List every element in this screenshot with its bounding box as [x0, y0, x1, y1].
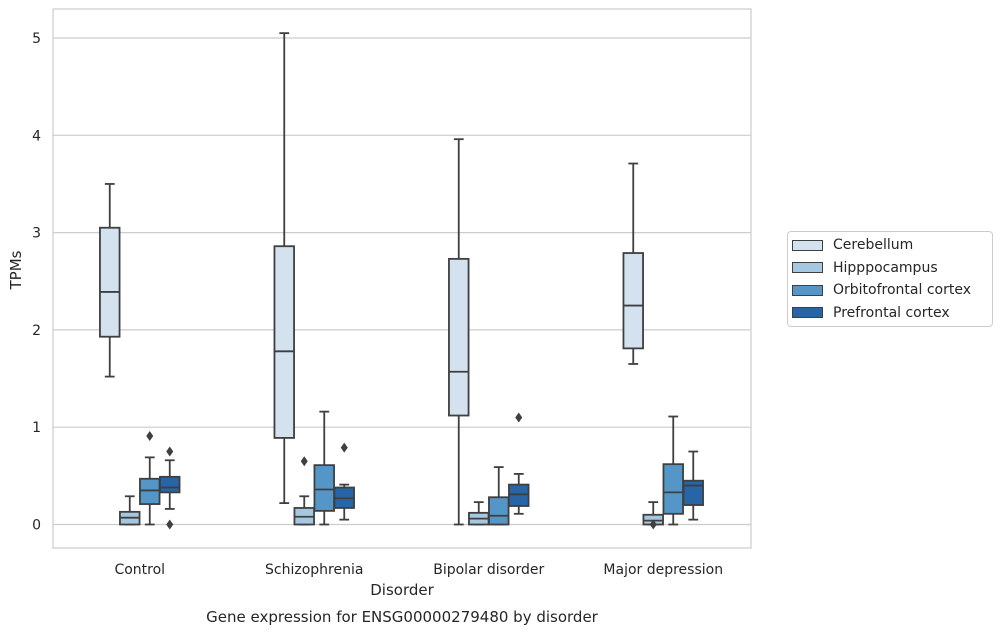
box-iqr [662, 463, 684, 515]
box [313, 410, 335, 526]
box [488, 466, 510, 526]
box-iqr [448, 257, 470, 417]
box-iqr [99, 226, 121, 338]
plot-area-frame [52, 8, 752, 549]
legend-item: Orbitofrontal cortex [792, 280, 971, 300]
box-iqr [488, 496, 510, 526]
box [662, 415, 684, 526]
legend-swatch [792, 239, 823, 251]
y-tick-label: 5 [32, 31, 41, 47]
y-tick-label: 2 [32, 323, 41, 339]
legend-label: Orbitofrontal cortex [833, 282, 971, 298]
x-tick-label: Major depression [603, 562, 723, 578]
legend-swatch [792, 307, 823, 318]
x-tick-label: Bipolar disorder [433, 562, 544, 578]
legend-item: Cerebellum [792, 235, 913, 255]
box-iqr [313, 464, 335, 512]
outlier-point [146, 430, 154, 441]
box [139, 430, 161, 526]
outlier-point [166, 446, 174, 457]
legend-label: Hipppocampus [833, 259, 938, 276]
box [448, 138, 470, 526]
legend-label: Cerebellum [833, 237, 914, 253]
legend: Cerebellum Hipppocampus Orbitofrontal cort… [787, 231, 993, 327]
y-tick-label: 0 [32, 518, 41, 534]
legend-label: Prefrontal cortex [833, 304, 950, 321]
outlier-point [340, 442, 348, 453]
x-tick-label: Schizophrenia [265, 562, 363, 578]
box-iqr [682, 479, 704, 506]
chart-caption: Gene expression for ENSG00000279480 by d… [206, 608, 599, 626]
box [119, 495, 141, 526]
outlier-point [515, 412, 523, 423]
box [622, 162, 644, 365]
box [333, 442, 355, 521]
legend-item: Prefrontal cortex [792, 303, 950, 323]
outlier-point [649, 519, 657, 530]
box [508, 412, 530, 515]
y-tick-label: 1 [32, 420, 41, 436]
legend-swatch [792, 262, 823, 273]
legend-swatch [792, 284, 823, 296]
outlier-point [166, 519, 174, 530]
box-iqr [622, 252, 644, 350]
y-axis-label: TPMs [7, 250, 25, 290]
box [468, 501, 490, 526]
box-iqr [139, 477, 161, 505]
box [293, 456, 315, 526]
y-tick-label: 4 [32, 128, 41, 144]
x-axis-label: Disorder [370, 581, 434, 599]
y-axis-ticks: 0 1 2 3 4 5 [32, 31, 41, 534]
box-iqr [273, 245, 295, 439]
box [159, 446, 181, 530]
box [682, 450, 704, 521]
x-tick-label: Control [114, 562, 165, 578]
box-iqr [159, 475, 181, 494]
x-axis-ticks: Control Schizophrenia Bipolar disorder Majo… [114, 562, 723, 578]
box [642, 501, 664, 530]
box [273, 32, 295, 504]
box-series [99, 32, 704, 530]
y-tick-label: 3 [32, 226, 41, 242]
legend-item: Hipppocampus [792, 258, 938, 278]
box-iqr [508, 483, 530, 507]
grid-lines [53, 37, 751, 526]
box [99, 183, 121, 378]
outlier-point [300, 456, 308, 467]
